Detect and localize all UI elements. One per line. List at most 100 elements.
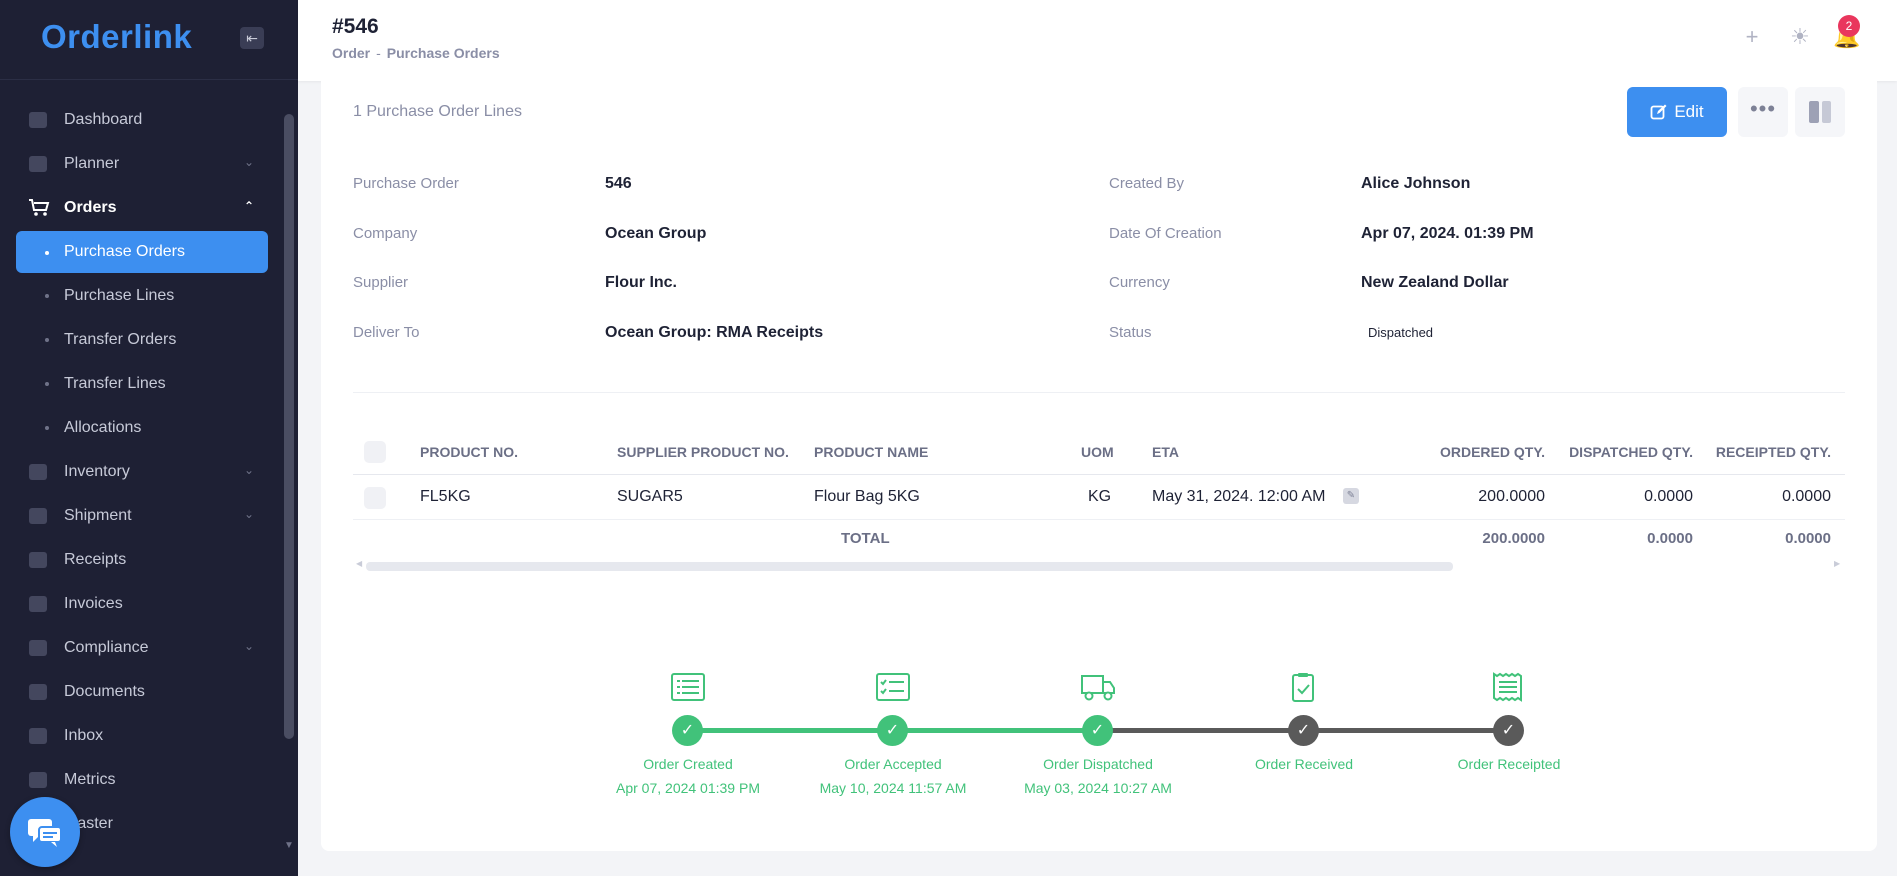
sidebar-item-label: Receipts [64, 551, 127, 568]
truck-icon [29, 508, 47, 524]
sidebar-item-label: Documents [64, 683, 145, 700]
column-header[interactable]: PRODUCT NO. [420, 444, 518, 460]
column-header[interactable]: RECEIPTED QTY. [1715, 444, 1831, 460]
sidebar-item-planner[interactable]: Planner ⌄ [0, 142, 280, 186]
sidebar-item-orders[interactable]: Orders ⌃ [0, 186, 280, 230]
step-label-order-created: Order Created [643, 756, 733, 772]
sidebar-item-inbox[interactable]: Inbox [0, 714, 280, 758]
step-done-check-icon: ✓ [877, 715, 908, 746]
chevron-down-icon: ⌄ [244, 639, 255, 653]
sidebar-item-compliance[interactable]: Compliance ⌄ [0, 626, 280, 670]
sidebar-subitem-label: Purchase Orders [64, 243, 185, 260]
breadcrumb-item[interactable]: Order [332, 45, 371, 61]
sidebar-item-label: Inventory [64, 463, 130, 480]
planner-icon [29, 156, 47, 172]
sidebar-item-label: Metrics [64, 771, 116, 788]
documents-icon [29, 684, 47, 700]
more-options-button[interactable]: ••• [1738, 87, 1788, 137]
top-header: #546 Order - Purchase Orders [298, 0, 1897, 81]
sidebar-item-label: Orders [64, 199, 117, 216]
checklist-icon [876, 673, 910, 701]
cell-supplier-product-no: SUGAR5 [617, 488, 683, 505]
breadcrumb-item[interactable]: Purchase Orders [386, 45, 500, 61]
total-ordered-qty: 200.0000 [1482, 530, 1545, 547]
sidebar-item-label: Compliance [64, 639, 149, 656]
column-header[interactable]: DISPATCHED QTY. [1569, 444, 1693, 460]
list-icon [671, 673, 705, 701]
sidebar-item-receipts[interactable]: Receipts [0, 538, 280, 582]
sidebar-item-inventory[interactable]: Inventory ⌄ [0, 450, 280, 494]
brand-area: Orderlink ⇤ [0, 0, 298, 80]
edit-button[interactable]: Edit [1627, 87, 1727, 137]
edit-eta-icon[interactable]: ✎ [1343, 488, 1359, 504]
column-header[interactable]: ORDERED QTY. [1439, 444, 1545, 460]
section-divider [353, 392, 1845, 393]
total-label: TOTAL [841, 530, 890, 547]
row-checkbox[interactable] [364, 487, 386, 509]
field-value-purchase-order: 546 [605, 175, 632, 192]
field-label-currency: Currency [1109, 274, 1170, 291]
cell-eta: May 31, 2024. 12:00 AM [1152, 488, 1326, 505]
dashboard-icon [29, 112, 47, 128]
step-date-order-dispatched: May 03, 2024 10:27 AM [1024, 780, 1172, 796]
truck-icon [1081, 675, 1115, 701]
field-value-deliver-to: Ocean Group: RMA Receipts [605, 324, 824, 341]
theme-sun-icon[interactable]: ☀ [1790, 24, 1810, 49]
step-done-check-icon: ✓ [672, 715, 703, 746]
add-icon[interactable]: + [1745, 24, 1759, 49]
chat-icon [28, 819, 62, 847]
metrics-icon [29, 772, 47, 788]
table-horizontal-scrollbar[interactable] [366, 562, 1453, 571]
panel-layout-icon-part [1822, 101, 1831, 123]
field-value-created-by: Alice Johnson [1361, 175, 1471, 192]
sidebar-subitem-label: Allocations [64, 419, 142, 436]
inbox-icon [29, 728, 47, 744]
sidebar-item-documents[interactable]: Documents [0, 670, 280, 714]
sidebar-item-metrics[interactable]: Metrics [0, 758, 280, 802]
cell-product-no: FL5KG [420, 488, 471, 505]
field-label-created-by: Created By [1109, 175, 1185, 192]
sidebar-item-invoices[interactable]: Invoices [0, 582, 280, 626]
step-pending-check-icon: ✓ [1493, 715, 1524, 746]
column-header[interactable]: PRODUCT NAME [814, 444, 929, 460]
step-done-check-icon: ✓ [1082, 715, 1113, 746]
scroll-left-arrow-icon[interactable]: ◀ [356, 559, 363, 568]
sidebar-subitem-purchase-orders[interactable]: Purchase Orders [16, 231, 268, 273]
toggle-panel-button[interactable] [1795, 87, 1845, 137]
total-receipted-qty: 0.0000 [1785, 530, 1831, 547]
chevron-down-icon: ⌄ [244, 507, 255, 521]
field-value-company: Ocean Group [605, 225, 707, 242]
field-label-date-of-creation: Date Of Creation [1109, 225, 1222, 242]
sidebar-item-label: Dashboard [64, 111, 143, 128]
step-label-order-dispatched: Order Dispatched [1043, 756, 1153, 772]
collapse-sidebar-icon[interactable]: ⇤ [240, 27, 264, 49]
chevron-down-icon: ⌄ [244, 463, 255, 477]
total-dispatched-qty: 0.0000 [1647, 530, 1693, 547]
inventory-icon [29, 464, 47, 480]
cart-icon [29, 199, 50, 216]
column-header[interactable]: SUPPLIER PRODUCT NO. [617, 444, 789, 460]
chat-button[interactable] [10, 797, 80, 867]
sidebar-subitem-transfer-orders[interactable]: Transfer Orders [0, 318, 280, 362]
sidebar-subitem-allocations[interactable]: Allocations [0, 406, 280, 450]
sidebar-item-shipment[interactable]: Shipment ⌄ [0, 494, 280, 538]
sidebar-subitem-label: Transfer Orders [64, 331, 177, 348]
app-logo[interactable]: Orderlink [41, 18, 193, 55]
sidebar-scrollbar[interactable] [284, 114, 294, 739]
sidebar-item-label: Invoices [64, 595, 123, 612]
clipboard-check-icon [1292, 673, 1314, 702]
sidebar-item-dashboard[interactable]: Dashboard [0, 98, 280, 142]
sidebar-subitem-transfer-lines[interactable]: Transfer Lines [0, 362, 280, 406]
panel-layout-icon [1809, 101, 1819, 123]
select-all-checkbox[interactable] [364, 441, 386, 463]
sidebar-subitem-purchase-lines[interactable]: Purchase Lines [0, 274, 280, 318]
sidebar-item-label: Inbox [64, 727, 104, 744]
field-label-purchase-order: Purchase Order [353, 175, 459, 192]
table-row[interactable]: FL5KG SUGAR5 Flour Bag 5KG KG May 31, 20… [353, 476, 1845, 520]
column-header[interactable]: UOM [1081, 444, 1114, 460]
column-header[interactable]: ETA [1152, 444, 1179, 460]
sidebar-nav: Dashboard Planner ⌄ Orders ⌃ Purchase Or… [0, 98, 280, 846]
field-label-supplier: Supplier [353, 274, 409, 291]
scroll-right-arrow-icon[interactable]: ▶ [1834, 559, 1841, 568]
scroll-down-arrow-icon[interactable]: ▼ [284, 840, 294, 851]
